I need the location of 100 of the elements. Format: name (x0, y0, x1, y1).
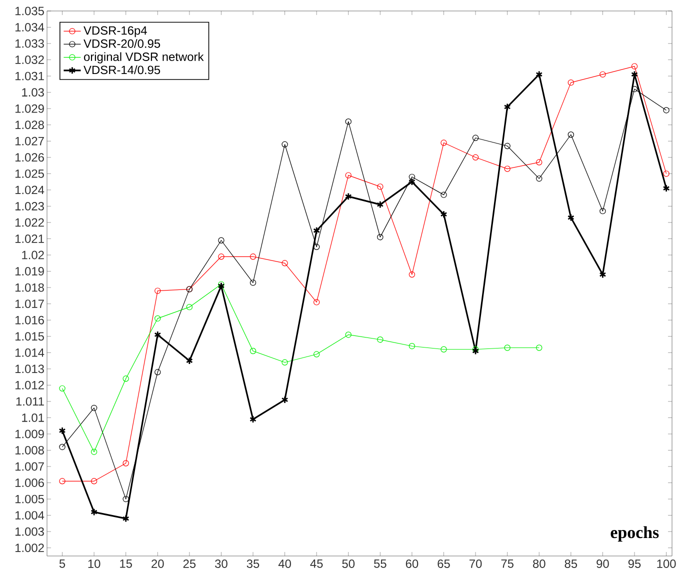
point (282, 260, 288, 266)
point (408, 178, 416, 186)
x-tick-label: 45 (310, 560, 323, 568)
y-tick-label: 1.027 (15, 136, 44, 146)
point (568, 79, 574, 86)
point (59, 444, 66, 450)
y-tick-label: 1.006 (15, 478, 44, 487)
y-tick-label: 1.005 (15, 494, 44, 504)
point (504, 142, 510, 150)
point (218, 254, 224, 260)
point (472, 346, 479, 352)
point (600, 71, 606, 78)
y-tick-label: 1.024 (15, 186, 44, 194)
point (536, 175, 542, 182)
point (568, 132, 574, 138)
y-tick-label: 1.017 (15, 300, 44, 308)
point (122, 496, 129, 502)
y-tick-label: 1.003 (15, 527, 44, 536)
point (631, 63, 638, 70)
point (504, 344, 510, 351)
point (218, 282, 225, 290)
point (408, 271, 416, 278)
point (377, 184, 384, 190)
point (154, 330, 162, 339)
point (282, 359, 288, 366)
point (376, 200, 384, 208)
point (59, 478, 66, 484)
point (250, 348, 256, 354)
point (440, 210, 448, 218)
y-tick-label: 1.025 (15, 169, 44, 178)
point (122, 514, 130, 522)
point (154, 315, 161, 322)
point (345, 172, 352, 178)
point (250, 415, 256, 424)
y-tick-label: 1.029 (15, 104, 44, 113)
x-tick-label: 15 (120, 560, 132, 568)
y-tick-label: 1.009 (15, 430, 44, 438)
x-tick-label: 60 (406, 560, 418, 568)
point (472, 134, 479, 141)
y-tick-label: 1.014 (15, 348, 44, 357)
y-tick-label: 1.013 (15, 364, 44, 374)
y-tick-label: 1.032 (15, 56, 44, 64)
point (663, 170, 670, 177)
point (90, 448, 98, 455)
x-tick-label: 70 (470, 560, 482, 568)
point (154, 369, 161, 376)
x-tick-label: 5 (59, 560, 66, 568)
y-tick-label: 1.022 (15, 218, 44, 227)
point (440, 346, 447, 352)
point (218, 237, 224, 244)
x-tick-label: 50 (342, 560, 355, 568)
point (345, 332, 352, 338)
point (250, 254, 256, 260)
x-tick-label: 40 (278, 560, 291, 568)
y-tick-label: 1.016 (15, 316, 44, 324)
point (440, 140, 447, 146)
point (122, 460, 129, 466)
point (377, 336, 384, 343)
point (536, 344, 542, 351)
point (90, 478, 98, 484)
y-tick-label: 1.031 (15, 72, 44, 80)
legend-label: VDSR-16p4 (84, 26, 147, 38)
x-tick-label: 10 (88, 560, 100, 568)
y-tick-label: 1.019 (15, 267, 44, 276)
x-tick-label: 90 (596, 560, 609, 568)
y-tick-label: 1.028 (15, 120, 44, 130)
y-tick-label: 1.034 (15, 23, 44, 32)
point (504, 103, 511, 111)
point (408, 174, 416, 180)
y-tick-label: 1.01 (22, 413, 44, 422)
point (536, 70, 543, 78)
y-tick-label: 1.004 (15, 511, 44, 520)
y-tick-label: 1.023 (15, 202, 44, 210)
y-tick-label: 1.012 (15, 380, 44, 390)
point (154, 288, 161, 294)
point (281, 396, 288, 404)
x-tick-label: 100 (657, 560, 676, 568)
y-tick-label: 1.018 (15, 283, 44, 292)
x-tick-label: 80 (532, 560, 546, 568)
point (377, 234, 384, 240)
point (186, 304, 193, 310)
point (600, 208, 606, 214)
point (344, 192, 352, 200)
y-tick-label: 1.021 (15, 234, 44, 243)
x-tick-label: 35 (246, 560, 260, 568)
point (59, 385, 66, 392)
x-tick-label: 75 (501, 560, 514, 568)
x-tick-label: 95 (628, 560, 641, 568)
point (567, 214, 574, 222)
y-tick-label: 1.026 (15, 153, 44, 162)
y-tick-label: 1.011 (16, 397, 44, 406)
y-tick-label: 1.02 (22, 250, 44, 260)
point (313, 226, 320, 235)
point (313, 351, 320, 358)
point (504, 166, 510, 172)
point (282, 141, 288, 148)
point (122, 376, 129, 382)
y-tick-label: 1.007 (15, 462, 44, 471)
x-axis-title: epochs (610, 526, 659, 542)
legend-label: VDSR-14/0.95 (84, 65, 160, 74)
